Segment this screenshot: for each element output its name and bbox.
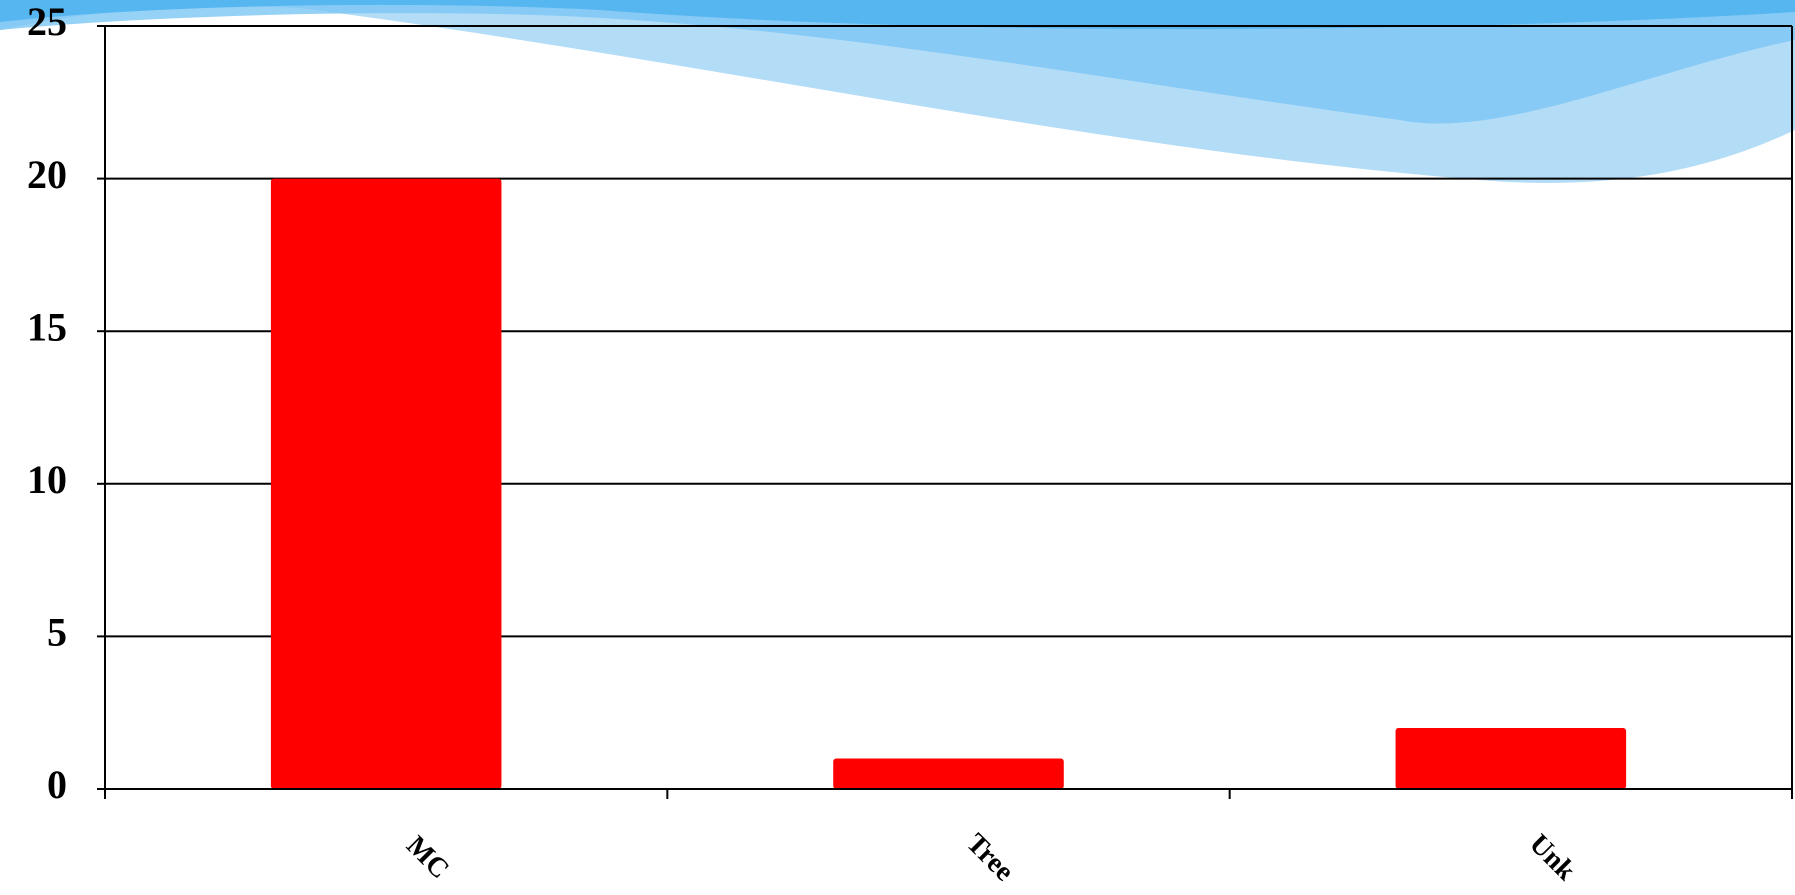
x-tick-label: MC	[400, 830, 455, 885]
y-tick-label: 15	[27, 304, 67, 349]
bar	[833, 758, 1064, 789]
x-tick-label: Tree	[960, 828, 1020, 888]
y-tick-label: 10	[27, 457, 67, 502]
y-tick-label: 25	[27, 0, 67, 44]
y-tick-label: 0	[47, 762, 67, 807]
y-tick-label: 20	[27, 152, 67, 197]
bar	[1395, 727, 1627, 789]
x-tick-label: Unk	[1523, 828, 1582, 887]
bar	[270, 178, 502, 790]
header-wave	[0, 0, 1795, 183]
y-tick-label: 5	[47, 610, 67, 655]
